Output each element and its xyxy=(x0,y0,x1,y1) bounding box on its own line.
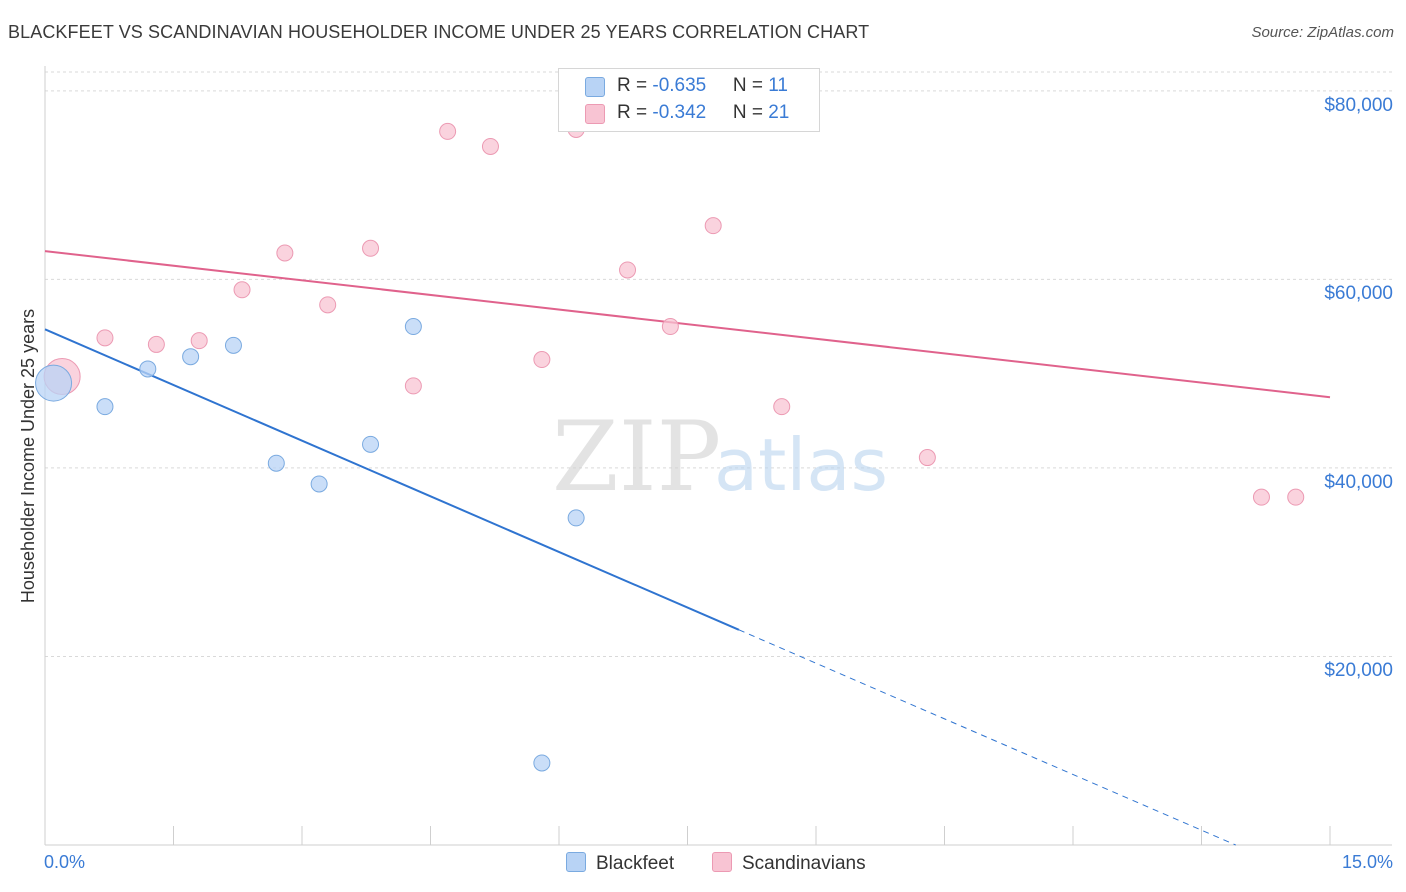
watermark-atlas: atlas xyxy=(714,423,888,507)
scandinavian-swatch xyxy=(712,852,732,872)
bottom-legend-scandinavian: Scandinavians xyxy=(712,852,866,875)
bottom-legend-blackfeet-label: Blackfeet xyxy=(596,853,675,874)
blackfeet-point xyxy=(182,348,200,366)
scandinavian-point xyxy=(1287,488,1305,506)
blackfeet-point xyxy=(310,475,328,493)
scandinavian-point xyxy=(276,244,294,262)
legend-r-label: R = xyxy=(617,75,653,96)
y-tick-label: $60,000 xyxy=(1324,283,1393,305)
legend-n-value-scandinavian: 21 xyxy=(768,102,790,123)
blackfeet-point xyxy=(567,509,585,527)
blackfeet-point xyxy=(139,360,157,378)
scandinavian-point xyxy=(918,449,936,467)
blackfeet-point xyxy=(362,435,380,453)
blackfeet-trend-line xyxy=(44,328,740,631)
axes xyxy=(44,66,1392,846)
blackfeet-swatch xyxy=(585,77,605,97)
blackfeet-point xyxy=(35,364,73,402)
chart-title: BLACKFEET VS SCANDINAVIAN HOUSEHOLDER IN… xyxy=(8,22,870,42)
zipatlas-watermark: ZIP atlas xyxy=(552,401,888,513)
scandinavian-trend-line xyxy=(44,250,1331,399)
blackfeet-point xyxy=(533,754,551,772)
y-tick-label: $40,000 xyxy=(1324,471,1393,493)
trend-lines xyxy=(44,250,1331,846)
legend-n-label: N = xyxy=(732,75,769,96)
source-credit: Source: ZipAtlas.com xyxy=(1251,24,1394,41)
blackfeet-point xyxy=(224,336,242,354)
legend-n-value-blackfeet: 11 xyxy=(768,75,788,96)
scandinavian-point xyxy=(362,239,380,257)
blackfeet-point xyxy=(404,318,422,336)
y-axis-label: Householder Income Under 25 years xyxy=(18,309,38,603)
scandinavian-point xyxy=(1252,488,1270,506)
scandinavian-point xyxy=(533,351,551,369)
scandinavian-point xyxy=(319,296,337,314)
legend-r-value-blackfeet: -0.635 xyxy=(652,75,707,96)
legend-n-label: N = xyxy=(732,102,769,123)
scandinavian-swatch xyxy=(585,104,605,124)
scandinavian-point xyxy=(404,377,422,395)
scandinavian-point xyxy=(704,217,722,235)
x-tick-label-min: 0.0% xyxy=(44,852,86,872)
y-tick-label: $80,000 xyxy=(1324,94,1393,116)
scandinavian-point xyxy=(661,318,679,336)
x-tick-label-max: 15.0% xyxy=(1341,852,1393,872)
bottom-legend-blackfeet: Blackfeet xyxy=(566,852,674,875)
scandinavian-point xyxy=(96,329,114,347)
y-tick-label: $20,000 xyxy=(1324,660,1393,682)
watermark-zip: ZIP xyxy=(552,401,721,513)
blackfeet-swatch xyxy=(566,852,586,872)
blackfeet-point xyxy=(267,454,285,472)
scandinavian-point xyxy=(190,332,208,350)
correlation-legend: R = -0.635 N = 11 R = -0.342 N = 21 xyxy=(558,68,820,132)
scandinavian-point xyxy=(481,137,499,155)
scandinavian-point xyxy=(773,398,791,416)
scandinavian-point xyxy=(439,122,457,140)
legend-r-label: R = xyxy=(617,102,653,123)
grid-lines xyxy=(45,71,1392,657)
legend-r-value-scandinavian: -0.342 xyxy=(652,102,707,123)
scandinavian-point xyxy=(233,281,251,299)
scandinavian-point xyxy=(147,335,165,353)
bottom-legend-scandinavian-label: Scandinavians xyxy=(742,853,866,874)
blackfeet-trend-extension xyxy=(738,629,1236,846)
blackfeet-point xyxy=(96,398,114,416)
scandinavian-point xyxy=(619,261,637,279)
